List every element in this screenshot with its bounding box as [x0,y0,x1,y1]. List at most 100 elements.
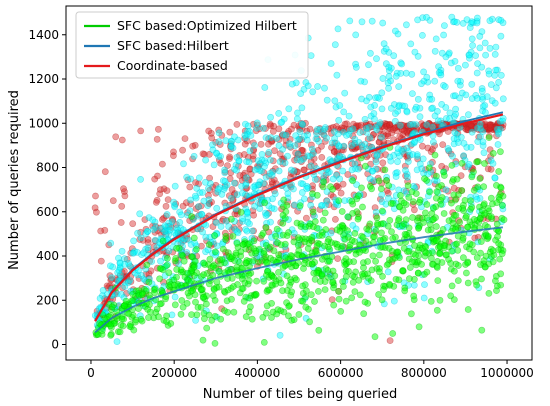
scatter-point-optimized-hilbert [405,193,413,201]
scatter-point-hilbert [492,84,500,92]
scatter-point-optimized-hilbert [389,255,397,263]
scatter-point-hilbert [332,171,340,179]
scatter-point-optimized-hilbert [224,308,232,316]
scatter-point-hilbert [477,125,485,133]
scatter-point-coordinate-based [438,162,446,170]
scatter-point-hilbert [445,147,453,154]
scatter-point-hilbert [284,190,292,197]
scatter-point-coordinate-based [246,165,254,173]
scatter-point-coordinate-based [466,124,473,132]
scatter-point-coordinate-based [310,155,318,162]
scatter-point-optimized-hilbert [329,279,336,286]
scatter-point-coordinate-based [476,122,484,129]
scatter-point-coordinate-based [264,140,272,148]
scatter-point-coordinate-based [488,126,496,134]
scatter-point-coordinate-based [179,146,186,154]
scatter-point-hilbert [411,106,419,113]
scatter-point-coordinate-based [276,150,284,158]
scatter-point-hilbert [247,132,255,139]
scatter-point-coordinate-based [474,233,482,241]
scatter-point-hilbert [351,135,359,143]
scatter-point-optimized-hilbert [470,248,478,256]
scatter-point-optimized-hilbert [211,296,219,304]
scatter-point-hilbert [107,239,115,247]
scatter-point-optimized-hilbert [398,222,406,230]
scatter-point-coordinate-based [342,126,350,134]
scatter-point-coordinate-based [419,122,427,130]
scatter-point-optimized-hilbert [376,236,384,244]
scatter-point-coordinate-based [399,131,407,138]
scatter-point-hilbert [453,130,461,138]
scatter-point-coordinate-based [352,122,360,130]
scatter-point-coordinate-based [212,138,220,146]
scatter-point-hilbert [384,194,392,202]
scatter-point-coordinate-based [370,130,377,138]
scatter-point-coordinate-based [216,141,224,148]
scatter-point-hilbert [365,61,372,69]
scatter-point-coordinate-based [294,151,302,158]
scatter-point-hilbert [416,104,424,112]
scatter-point-optimized-hilbert [329,267,337,275]
scatter-point-optimized-hilbert [433,188,441,196]
scatter-point-coordinate-based [334,125,342,133]
scatter-point-hilbert [366,175,374,183]
scatter-point-coordinate-based [97,257,105,265]
scatter-point-hilbert [176,208,184,216]
scatter-point-hilbert [114,269,122,276]
scatter-point-hilbert [419,155,427,163]
scatter-point-coordinate-based [275,125,283,133]
scatter-point-hilbert [209,141,216,149]
scatter-point-hilbert [402,166,409,174]
scatter-point-coordinate-based [396,123,403,131]
scatter-point-optimized-hilbert [451,225,459,233]
scatter-point-hilbert [244,122,252,130]
scatter-point-coordinate-based [351,139,358,147]
scatter-point-hilbert [298,189,306,196]
scatter-point-coordinate-based [199,150,207,158]
scatter-point-hilbert [374,94,382,101]
scatter-point-coordinate-based [300,154,308,162]
scatter-point-hilbert [375,121,383,129]
scatter-point-hilbert [195,203,202,210]
scatter-point-hilbert [380,47,388,55]
scatter-point-coordinate-based [476,122,484,130]
scatter-point-coordinate-based [268,178,276,186]
scatter-point-coordinate-based [212,189,220,197]
scatter-point-coordinate-based [460,152,467,160]
scatter-point-coordinate-based [191,141,199,149]
scatter-point-hilbert [431,112,439,120]
scatter-point-coordinate-based [253,121,261,129]
scatter-point-hilbert [139,275,147,283]
scatter-point-hilbert [367,103,375,111]
scatter-point-hilbert [370,115,378,123]
scatter-point-hilbert [457,133,465,141]
scatter-point-hilbert [368,167,376,175]
scatter-point-hilbert [401,102,409,110]
scatter-point-coordinate-based [492,124,500,132]
scatter-point-coordinate-based [288,125,295,133]
scatter-point-hilbert [323,96,331,104]
scatter-point-hilbert [420,68,427,76]
scatter-point-hilbert [378,198,386,206]
scatter-point-optimized-hilbert [481,160,488,167]
scatter-point-coordinate-based [394,123,401,131]
scatter-point-coordinate-based [497,123,505,130]
scatter-point-coordinate-based [319,127,327,135]
scatter-point-hilbert [243,130,251,138]
scatter-point-optimized-hilbert [302,223,309,231]
scatter-point-hilbert [473,195,481,203]
scatter-point-coordinate-based [107,276,115,284]
scatter-point-optimized-hilbert [171,281,178,289]
scatter-point-coordinate-based [406,127,413,135]
scatter-point-coordinate-based [331,139,339,147]
scatter-point-coordinate-based [485,126,493,133]
scatter-point-hilbert [327,60,335,67]
scatter-point-hilbert [358,18,366,26]
scatter-point-optimized-hilbert [408,188,416,196]
scatter-point-coordinate-based [240,171,247,179]
scatter-point-hilbert [190,152,198,160]
scatter-point-coordinate-based [128,245,136,252]
scatter-point-optimized-hilbert [388,228,395,236]
scatter-point-hilbert [217,152,224,160]
scatter-point-hilbert [444,145,452,152]
